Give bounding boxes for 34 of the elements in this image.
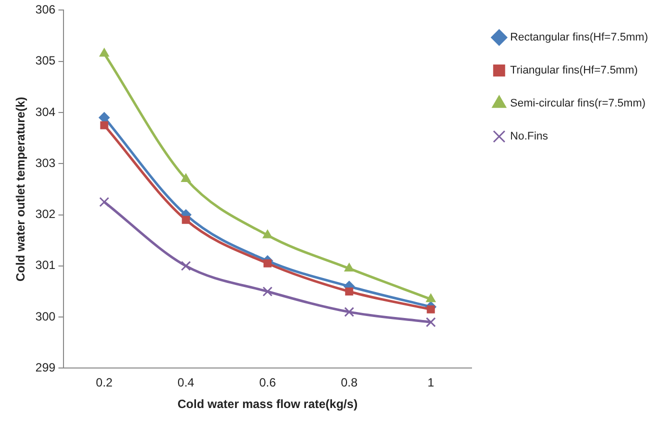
x-tick-label: 1 [427,376,434,390]
x-tick-label: 0.4 [178,376,195,390]
point [426,317,436,328]
point [264,259,272,268]
legend-label: No.Fins [510,130,549,143]
y-tick-label: 304 [35,104,56,119]
y-tick-label: 306 [35,2,56,17]
x-tick-label: 0.2 [96,376,113,390]
point [100,121,108,130]
x-tick-label: 0.8 [340,376,358,390]
y-tick-label: 301 [35,258,56,272]
point [99,196,110,207]
legend-label: Triangular fins(Hf=7.5mm) [510,64,638,77]
point [426,294,436,302]
x-axis-title: Cold water mass flow rate(kg/s) [178,397,358,412]
x-tick-label: 0.6 [259,376,276,390]
point [262,230,272,238]
point [182,216,190,224]
y-tick-label: 299 [35,360,56,375]
point [99,48,110,57]
legend-label: Rectangular fins(Hf=7.5mm) [510,32,648,44]
y-tick-label: 302 [35,207,56,222]
point [426,305,435,314]
point [344,306,354,317]
legend-label: Semi-circular fins(r=7.5mm) [510,98,646,110]
y-tick-label: 305 [35,54,56,68]
point [181,173,191,182]
point [345,287,354,296]
y-tick-label: 300 [35,309,56,324]
point [262,286,273,296]
y-axis-title: Cold water outlet temperature(k) [14,96,28,282]
point [180,260,191,271]
point [344,262,354,272]
y-tick-label: 303 [35,156,56,170]
